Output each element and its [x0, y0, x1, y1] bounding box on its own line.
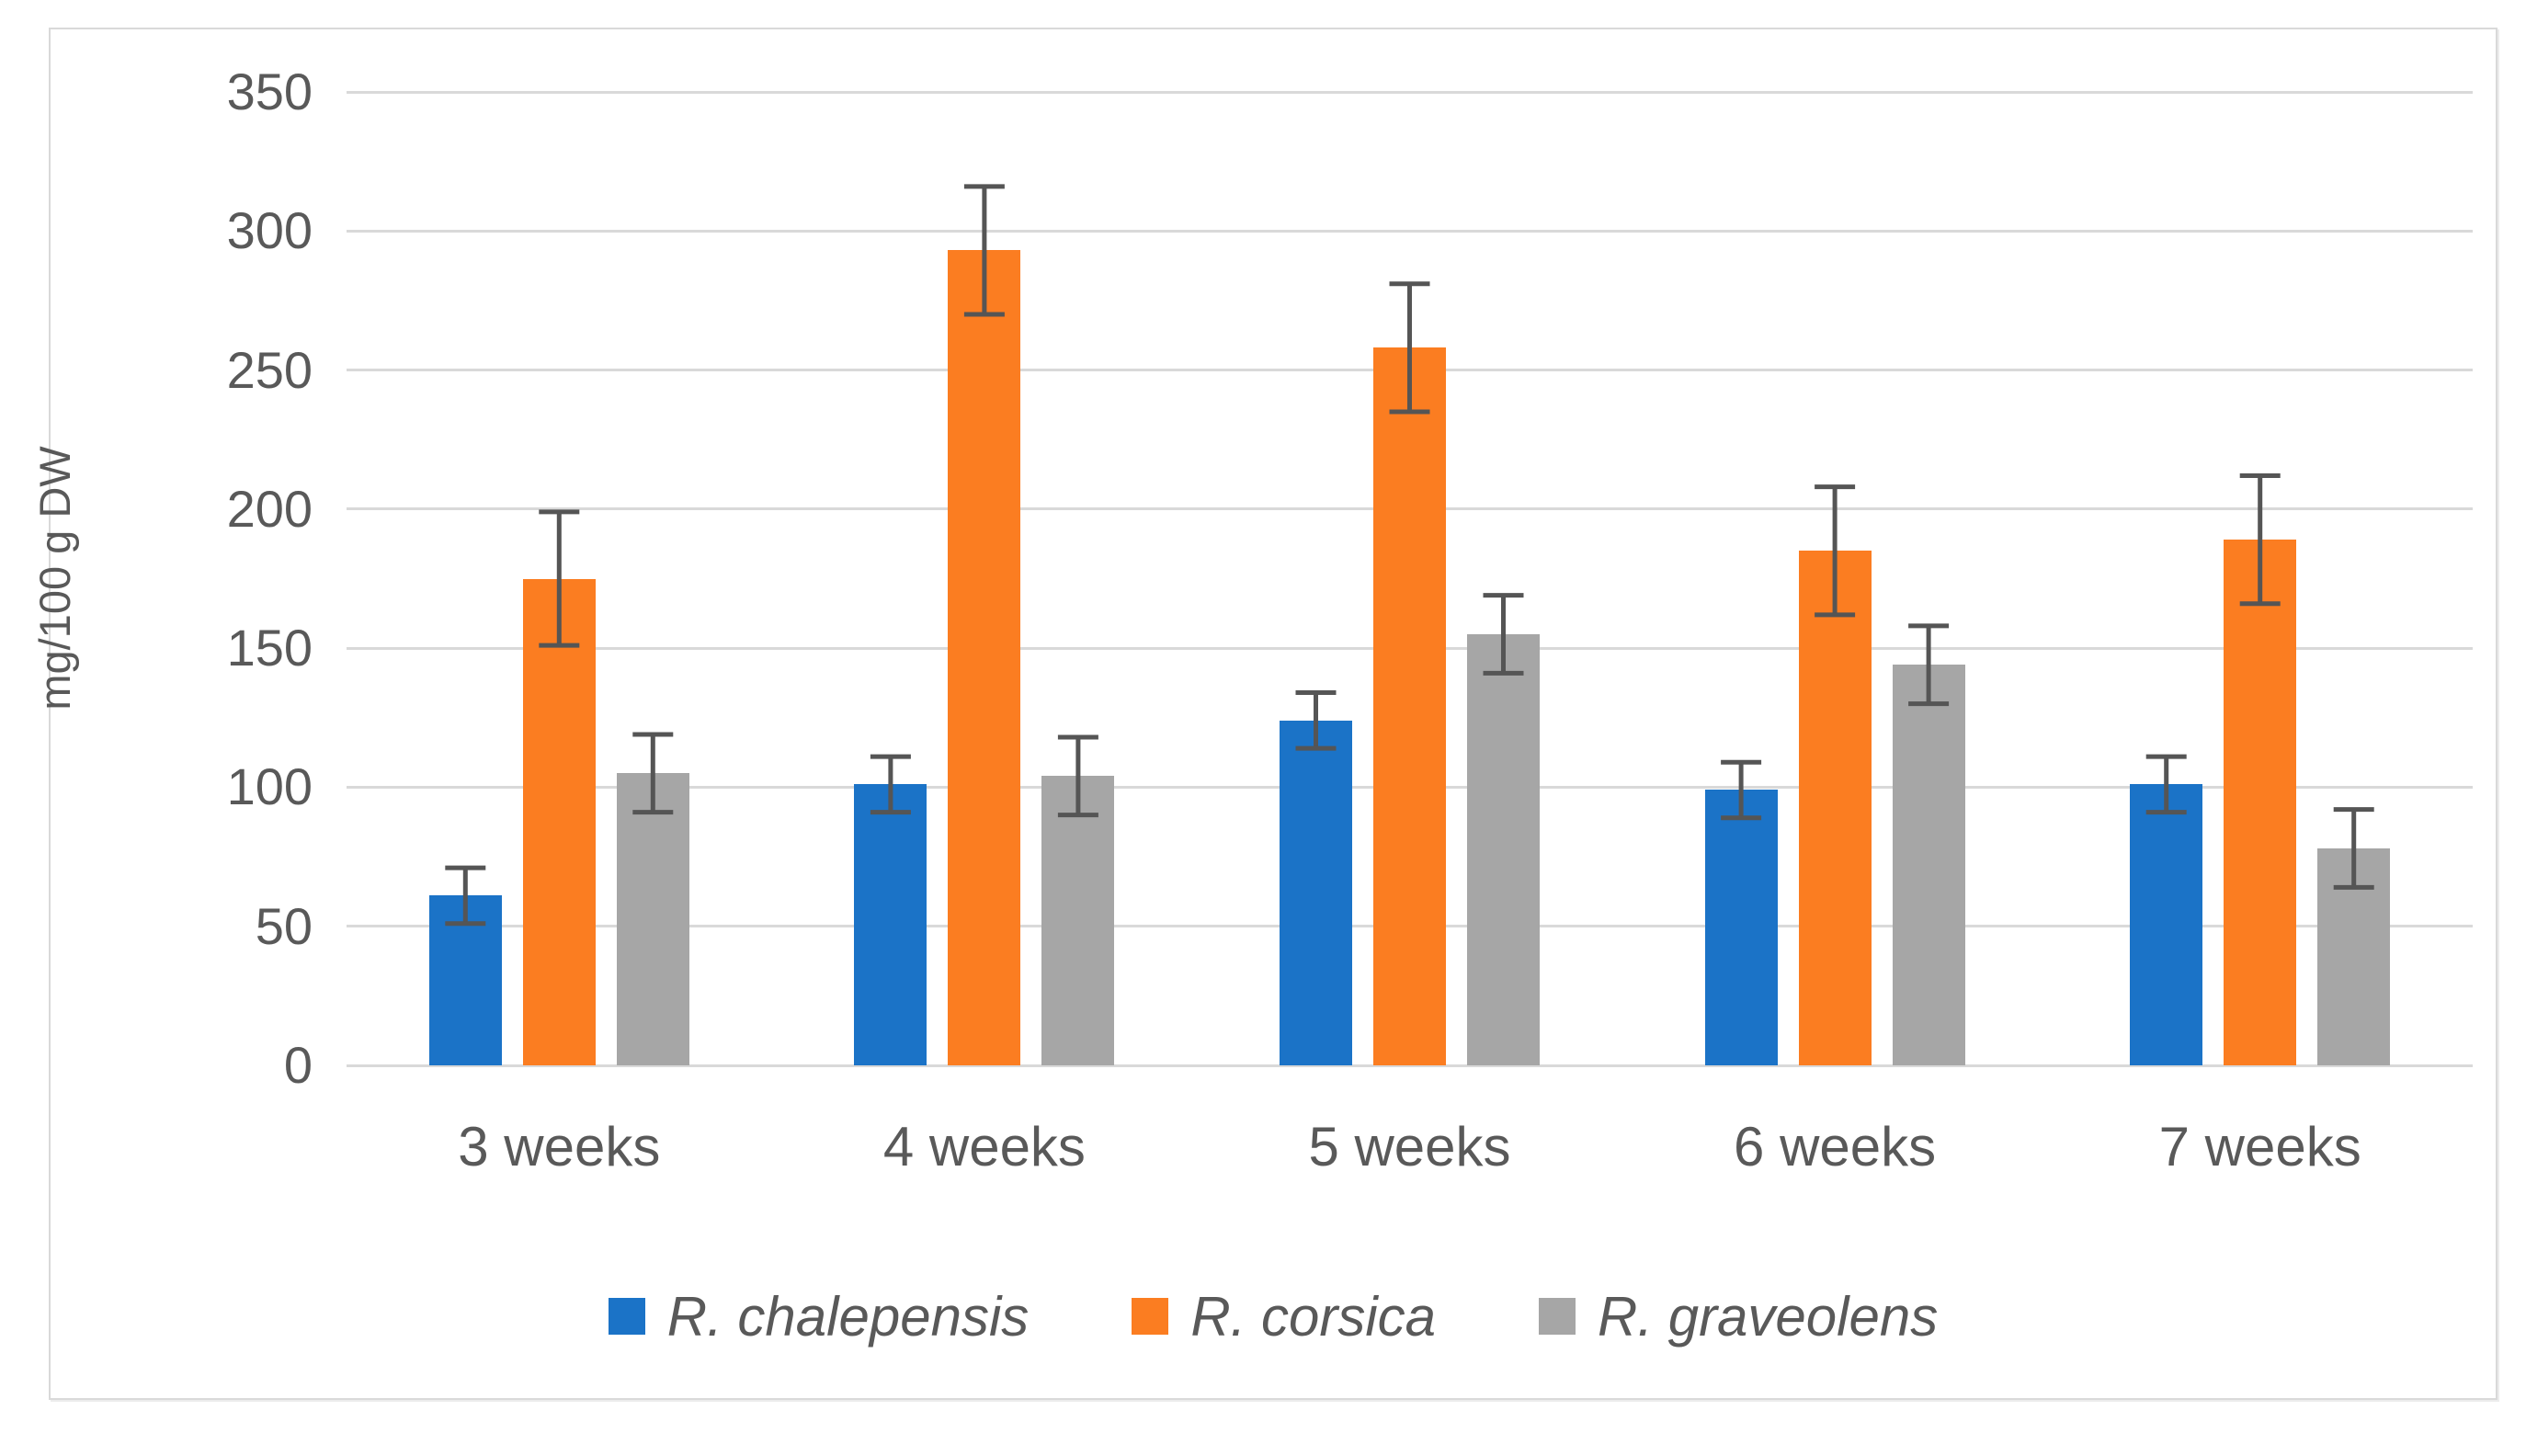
legend-swatch-icon	[1132, 1298, 1169, 1335]
bar-r-chalepensis-5-weeks	[1280, 720, 1352, 1065]
bar-r-graveolens-3-weeks	[616, 773, 689, 1065]
bar-r-graveolens-4-weeks	[1041, 776, 1115, 1065]
x-axis-label-3-weeks: 3 weeks	[458, 1116, 661, 1177]
legend-label: R. corsica	[1190, 1285, 1437, 1348]
bar-r-corsica-3-weeks	[522, 578, 596, 1065]
x-axis-label-7-weeks: 7 weeks	[2158, 1116, 2361, 1177]
bar-r-chalepensis-4-weeks	[854, 784, 927, 1065]
bar-r-corsica-4-weeks	[948, 250, 1021, 1065]
bar-r-graveolens-6-weeks	[1892, 665, 1965, 1065]
bar-r-chalepensis-6-weeks	[1704, 790, 1778, 1065]
bar-r-corsica-7-weeks	[2224, 540, 2297, 1065]
error-bars-layer	[445, 184, 2374, 927]
bar-r-corsica-5-weeks	[1373, 347, 1446, 1065]
chart-frame	[49, 28, 2498, 1400]
y-tick-label-50: 50	[255, 896, 313, 955]
bar-r-graveolens-5-weeks	[1467, 634, 1540, 1065]
x-axis-label-6-weeks: 6 weeks	[1734, 1116, 1937, 1177]
y-tick-label-200: 200	[226, 479, 313, 538]
legend-label: R. chalepensis	[666, 1285, 1030, 1348]
legend-swatch-icon	[608, 1298, 645, 1335]
y-tick-label-100: 100	[226, 757, 313, 816]
y-axis-title: mg/100 g DW	[30, 446, 79, 711]
legend-swatch-icon	[1539, 1298, 1576, 1335]
x-axis-label-5-weeks: 5 weeks	[1308, 1116, 1511, 1177]
legend-item-r-chalepensis: R. chalepensis	[608, 1285, 1030, 1348]
plot-area	[347, 90, 2473, 1067]
y-tick-label-300: 300	[226, 201, 313, 260]
x-axis-labels: 3 weeks 4 weeks 5 weeks 6 weeks 7 weeks	[347, 1115, 2473, 1198]
x-axis-label-4-weeks: 4 weeks	[882, 1116, 1086, 1177]
y-tick-label-250: 250	[226, 340, 313, 399]
legend-item-r-corsica: R. corsica	[1132, 1285, 1436, 1348]
bar-r-chalepensis-7-weeks	[2130, 784, 2203, 1065]
y-tick-label-350: 350	[226, 63, 313, 120]
y-tick-label-0: 0	[283, 1036, 313, 1094]
bar-r-corsica-6-weeks	[1798, 551, 1872, 1065]
legend-label: R. graveolens	[1598, 1285, 1939, 1348]
y-tick-label-150: 150	[226, 619, 313, 677]
legend: R. chalepensis R. corsica R. graveolens	[49, 1280, 2498, 1353]
gridline-350	[347, 90, 2473, 94]
legend-item-r-graveolens: R. graveolens	[1539, 1285, 1938, 1348]
gridline-0	[347, 1064, 2473, 1067]
gridline-300	[347, 229, 2473, 233]
